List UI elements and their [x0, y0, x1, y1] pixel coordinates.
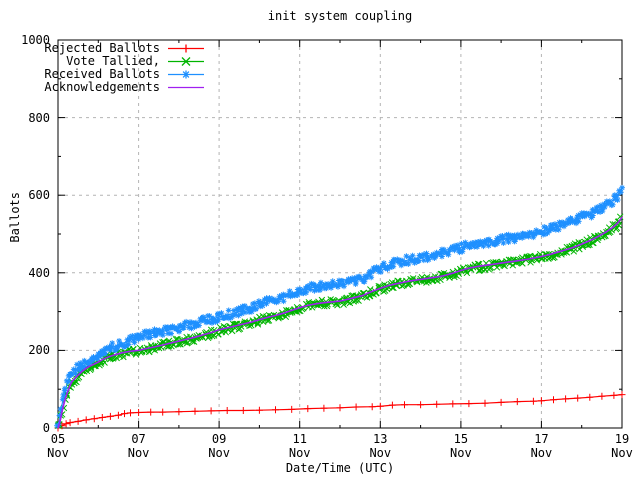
y-tick-label: 200 [28, 343, 50, 358]
x-tick-label: 07 Nov [127, 432, 150, 460]
series-received-ballots [54, 184, 625, 429]
legend-label: Received Ballots [44, 67, 160, 81]
legend-row-vote-tallied: Vote Tallied, [42, 55, 207, 68]
x-axis-label: Date/Time (UTC) [285, 461, 395, 475]
legend-sample-acknowledgements [168, 86, 204, 89]
series-line [57, 216, 623, 429]
x-tick-label: 05 Nov [47, 432, 69, 460]
legend-sample-vote-tallied [168, 57, 204, 66]
legend-sample-rejected-ballots [168, 44, 204, 53]
legend-label: Rejected Ballots [44, 41, 160, 55]
series-vote-tallied [55, 213, 624, 430]
x-tick-label: 13 Nov [369, 432, 392, 460]
legend-label: Acknowledgements [44, 80, 160, 94]
y-tick-label: 600 [28, 188, 50, 203]
legend-row-acknowledgements: Acknowledgements [42, 81, 207, 94]
grid [58, 40, 622, 428]
legend-row-rejected-ballots: Rejected Ballots [42, 42, 207, 55]
chart-title: init system coupling [267, 9, 413, 23]
legend: Rejected Ballots Vote Tallied, Received Ba… [42, 42, 207, 94]
plot-frame [57, 39, 623, 429]
legend-sample-received-ballots [168, 70, 204, 79]
x-tick-label: 19 Nov [611, 432, 633, 460]
x-tick-label: 15 Nov [450, 432, 472, 460]
x-tick-label: 09 Nov [208, 432, 230, 460]
legend-label: Vote Tallied, [66, 54, 160, 68]
y-tick-label: 0 [42, 421, 50, 435]
y-tick-label: 1000 [21, 33, 50, 47]
y-tick-label: 800 [28, 110, 50, 125]
series-rejected-ballots [54, 391, 626, 432]
series-markers [55, 213, 624, 430]
x-tick-label: 11 Nov [288, 432, 311, 460]
x-tick-label: 17 Nov [530, 432, 553, 460]
series-acknowledgements [57, 216, 623, 429]
y-tick-label: 400 [28, 265, 50, 280]
legend-row-received-ballots: Received Ballots [42, 68, 207, 81]
series-line [57, 217, 623, 429]
series-markers [54, 184, 625, 429]
